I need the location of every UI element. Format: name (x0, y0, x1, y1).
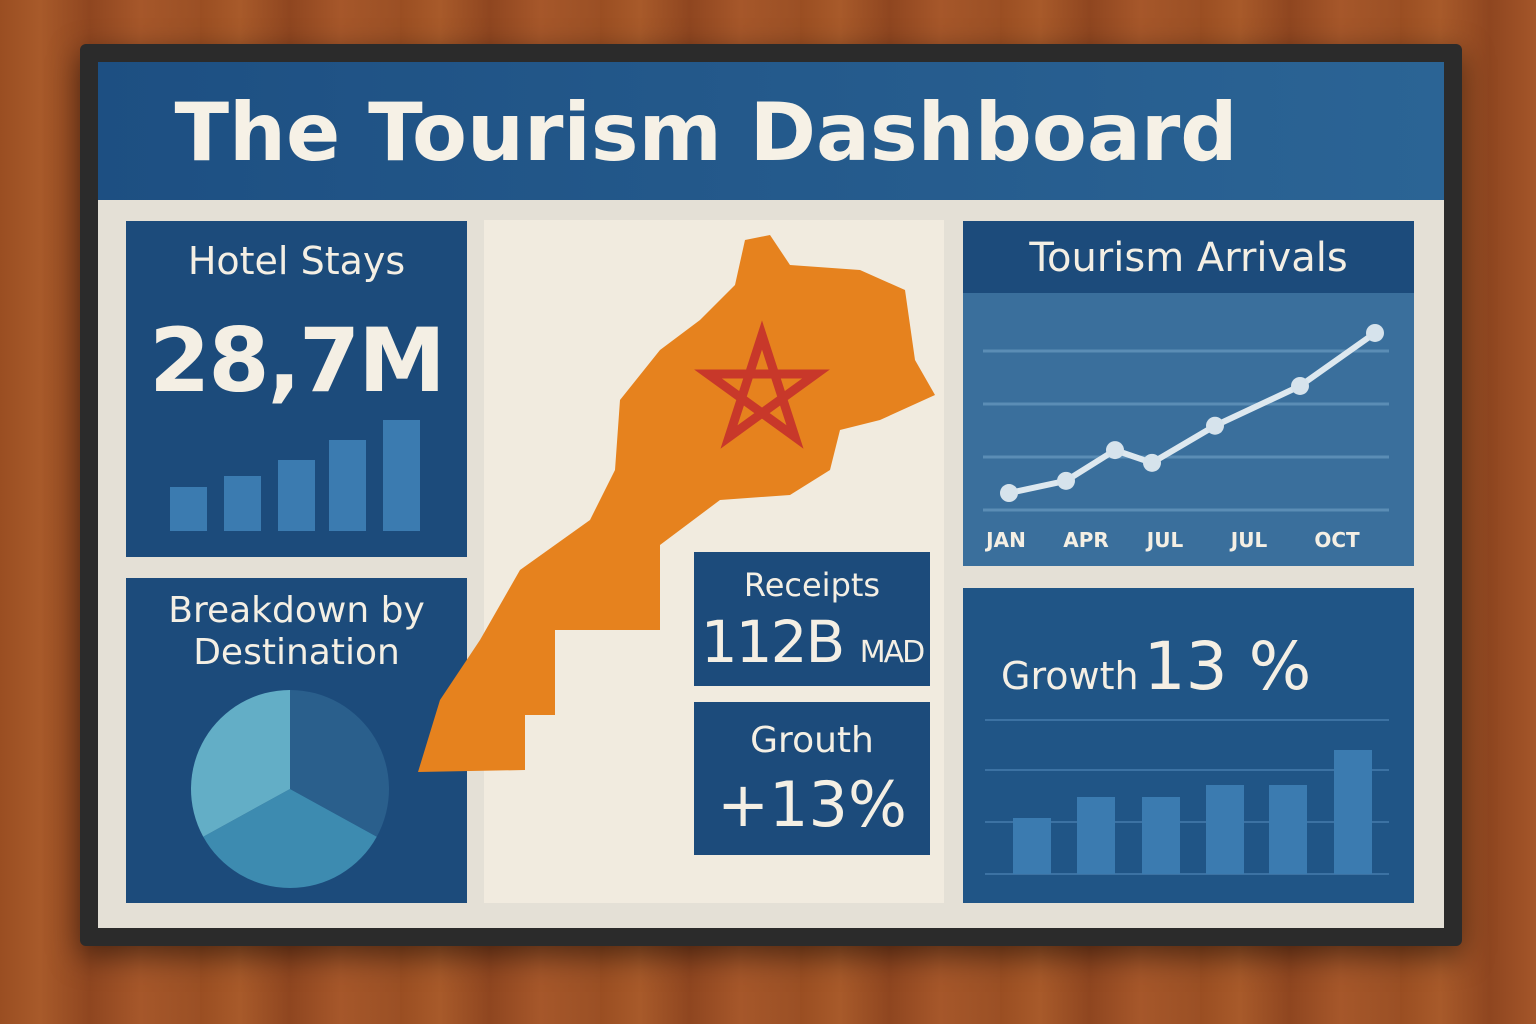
growth-bar-chart (985, 719, 1389, 875)
data-point (1291, 376, 1309, 395)
bar (329, 440, 366, 531)
bar (1142, 797, 1180, 874)
data-point (1000, 484, 1018, 503)
pie-slice (203, 789, 377, 888)
bar (1077, 797, 1115, 874)
hotel-stays-title: Hotel Stays (187, 239, 406, 283)
bar (1269, 785, 1307, 874)
growth-card-value: +13% (717, 768, 907, 841)
growth-card: Grouth +13% (694, 702, 930, 855)
hotel-stays-card: Hotel Stays 28,7M (126, 221, 467, 557)
breakdown-title-line2: Destination (193, 632, 400, 673)
hotel-stays-value: 28,7M (149, 309, 446, 412)
bar (224, 476, 261, 531)
series-line (1008, 330, 1377, 496)
bar (1334, 750, 1372, 874)
arrivals-line-chart: JAN APR JUL JUL OCT (983, 323, 1389, 552)
hotel-stays-bar-chart (170, 420, 420, 531)
data-point (1106, 441, 1124, 460)
growth-panel: Growth 13 % (963, 588, 1414, 903)
pie-slice (191, 690, 290, 837)
receipts-unit: MAD (859, 635, 926, 670)
bar (383, 420, 420, 531)
x-tick-label: OCT (1314, 528, 1360, 552)
destination-pie-chart (191, 690, 389, 888)
morocco-map-shape (418, 235, 935, 772)
data-point (1206, 416, 1224, 435)
page-title: The Tourism Dashboard (174, 86, 1238, 179)
breakdown-card: Breakdown by Destination (126, 578, 467, 903)
x-tick-label: JUL (1145, 528, 1184, 552)
x-tick-label: JAN (984, 528, 1026, 552)
receipts-card: Receipts 112B MAD (694, 552, 930, 686)
data-point (1057, 471, 1075, 490)
header: The Tourism Dashboard (98, 62, 1444, 200)
star-icon (694, 320, 830, 449)
bar (1013, 818, 1051, 874)
receipts-value: 112B (700, 608, 845, 676)
arrivals-card: Tourism Arrivals JAN APR JUL JUL OCT (963, 221, 1414, 566)
growth-panel-value: 13 % (1143, 628, 1312, 705)
x-tick-label: APR (1063, 528, 1109, 552)
breakdown-title-line1: Breakdown by (168, 590, 425, 631)
data-point (1143, 453, 1161, 472)
bar (170, 487, 207, 531)
x-tick-label: JUL (1229, 528, 1268, 552)
arrivals-title: Tourism Arrivals (1029, 235, 1348, 281)
growth-card-title: Grouth (750, 720, 874, 761)
bar (278, 460, 315, 531)
receipts-title: Receipts (743, 566, 881, 604)
data-point (1366, 323, 1384, 342)
bar (1206, 785, 1244, 874)
growth-panel-label: Growth (1001, 654, 1139, 698)
pie-slice (290, 690, 389, 837)
